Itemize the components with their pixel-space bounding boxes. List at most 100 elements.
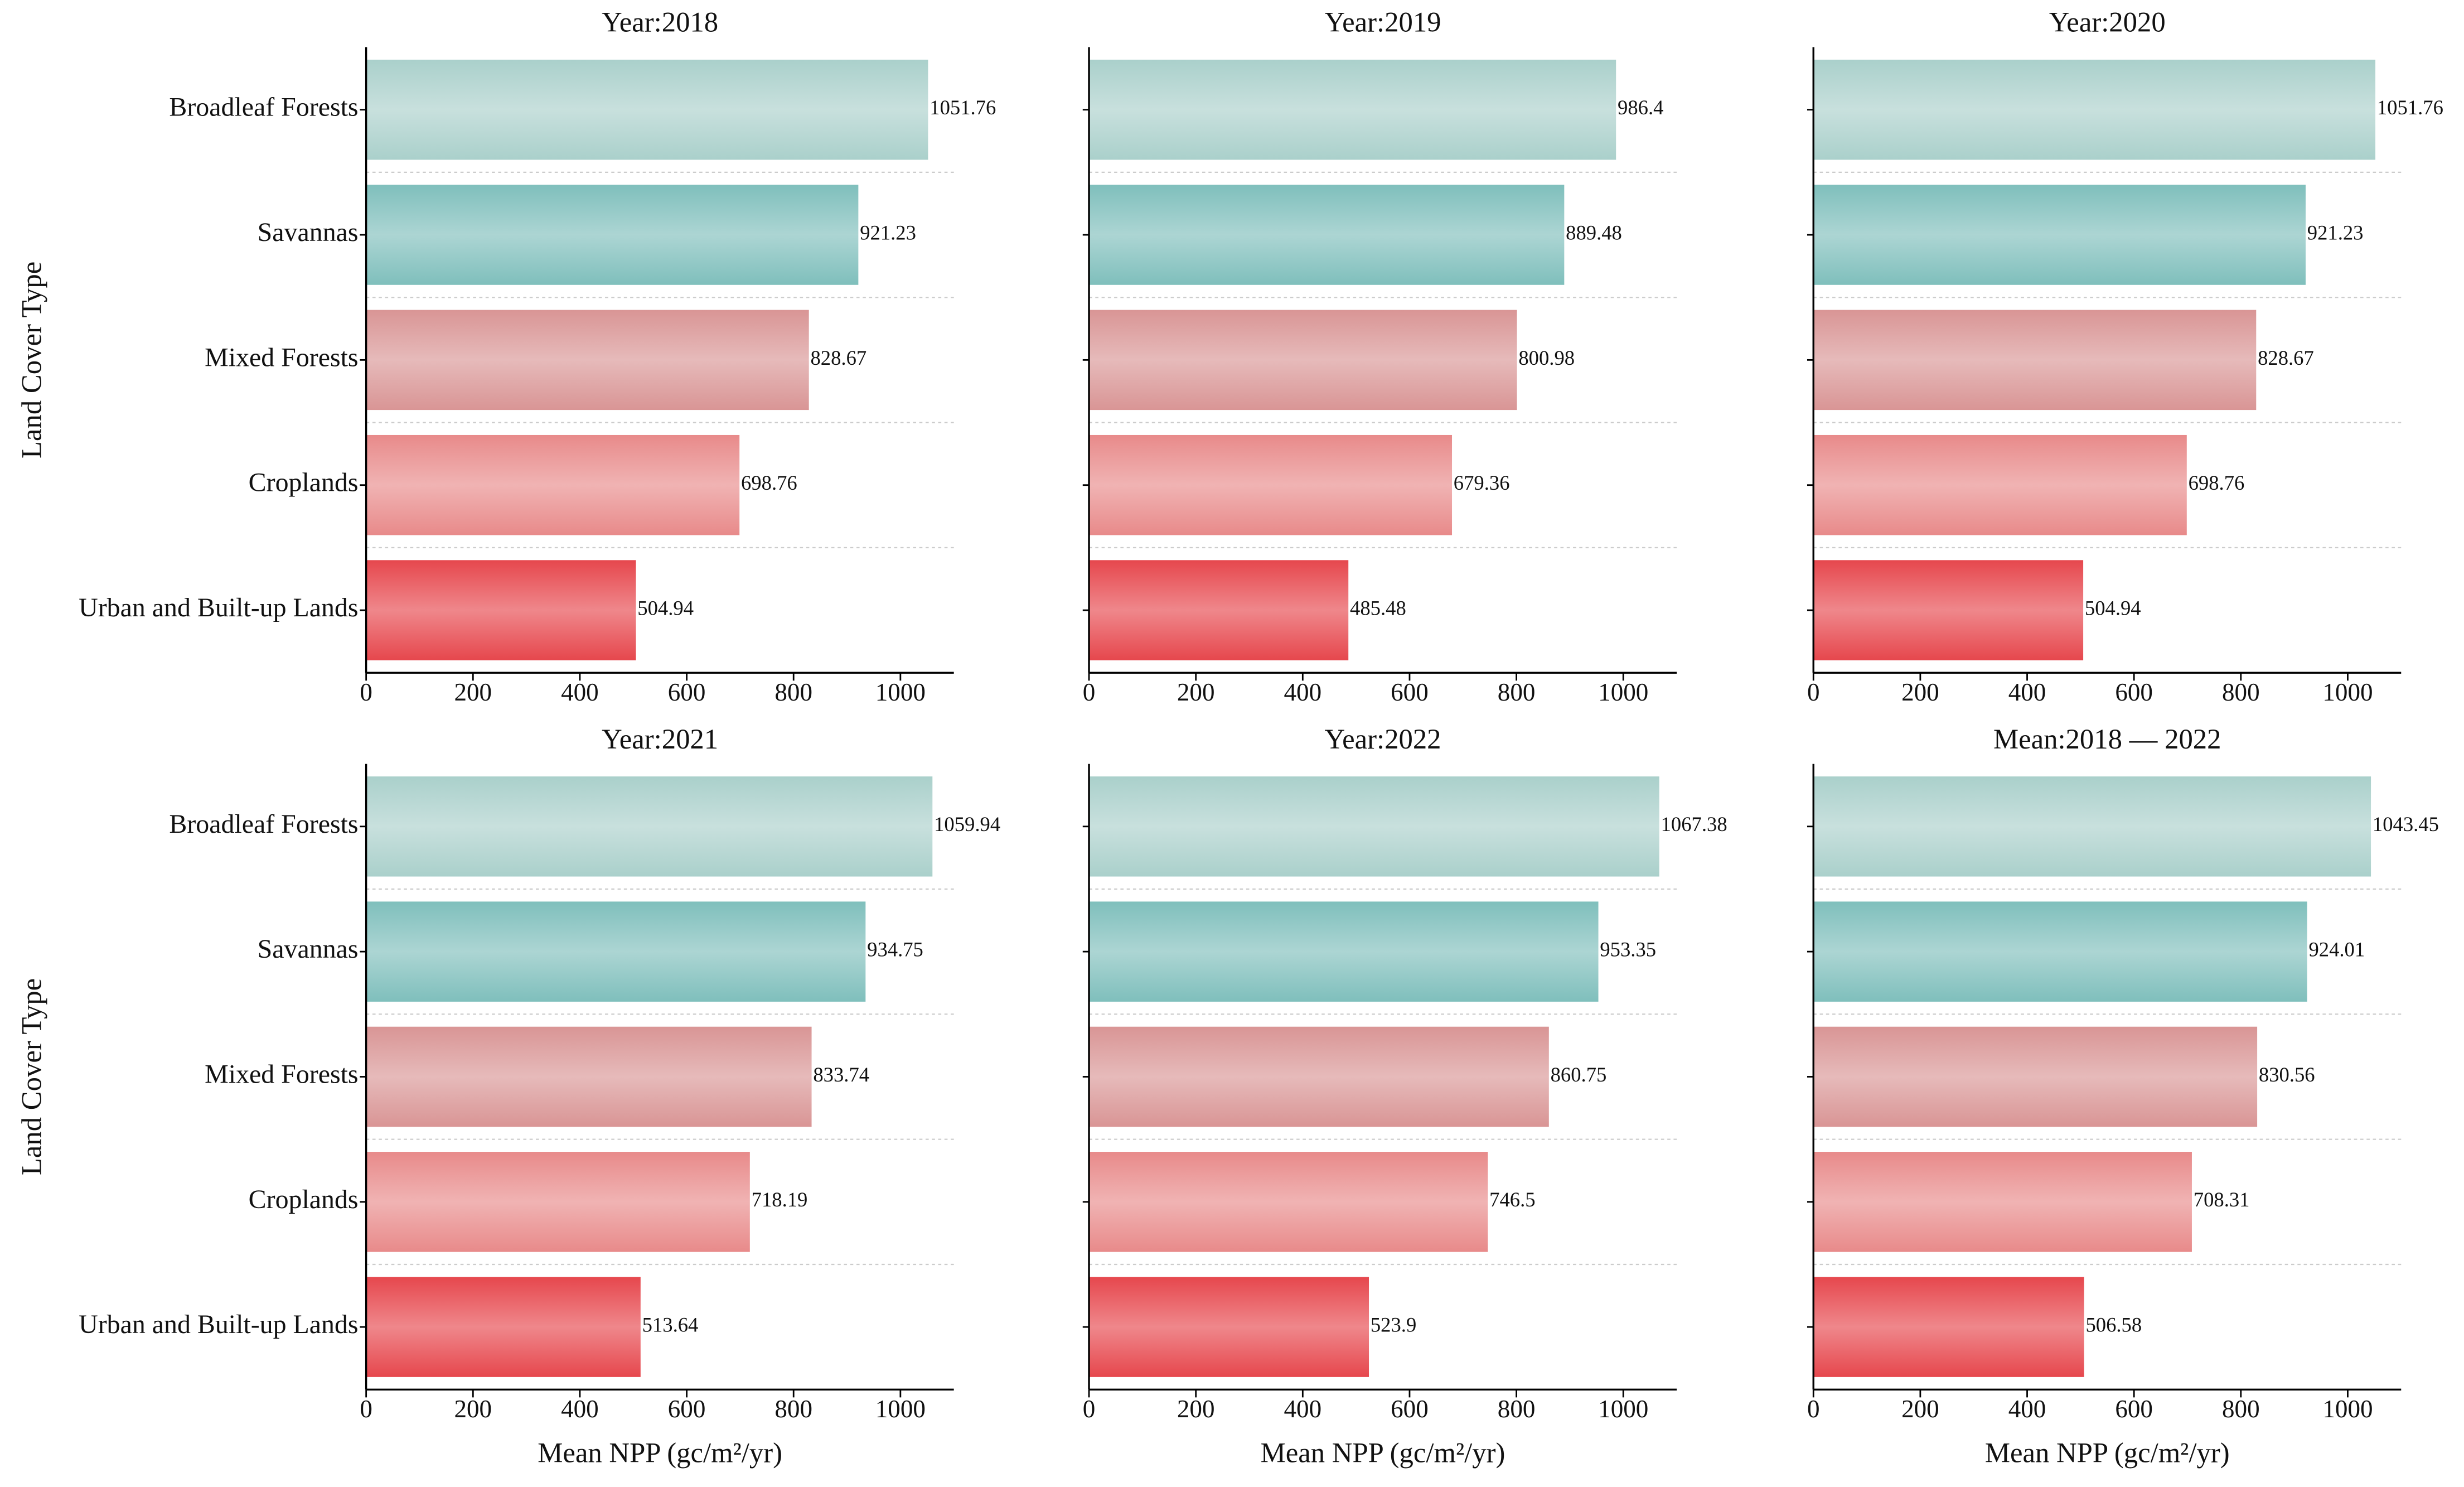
value-label: 830.56 <box>2259 1063 2315 1086</box>
x-tick-label: 1000 <box>1598 678 1648 706</box>
bar <box>366 560 636 660</box>
bar <box>366 185 859 285</box>
x-tick-label: 1000 <box>1598 1395 1648 1423</box>
x-tick-label: 0 <box>1807 1395 1820 1423</box>
bar <box>366 1026 812 1127</box>
value-label: 889.48 <box>1566 221 1622 244</box>
bar <box>366 310 809 411</box>
category-label: Croplands <box>249 468 359 498</box>
y-axis-label: Land Cover Type <box>16 262 47 458</box>
x-tick-label: 400 <box>1284 1395 1322 1423</box>
bar <box>1813 434 2187 535</box>
chart-title: Year:2018 <box>602 7 718 38</box>
x-tick-label: 1000 <box>2322 678 2373 706</box>
x-tick-label: 800 <box>2222 678 2260 706</box>
bar <box>1089 901 1599 1002</box>
value-label: 1043.45 <box>2373 813 2439 836</box>
x-tick-label: 800 <box>774 678 812 706</box>
value-label: 1059.94 <box>934 813 1000 836</box>
x-tick-label: 1000 <box>875 678 926 706</box>
bar <box>1813 1152 2192 1252</box>
x-tick-label: 1000 <box>2322 1395 2373 1423</box>
chart-title: Year:2019 <box>1325 7 1441 38</box>
value-label: 698.76 <box>2189 471 2245 494</box>
value-label: 921.23 <box>860 221 916 244</box>
value-label: 828.67 <box>811 346 867 369</box>
x-tick-label: 400 <box>561 678 599 706</box>
value-label: 1051.76 <box>930 96 996 119</box>
x-tick-label: 0 <box>1083 1395 1096 1423</box>
bar <box>366 59 928 160</box>
x-tick-label: 800 <box>774 1395 812 1423</box>
category-label: Urban and Built-up Lands <box>79 1310 358 1339</box>
x-tick-label: 0 <box>360 678 372 706</box>
value-label: 924.01 <box>2308 938 2365 961</box>
value-label: 1067.38 <box>1661 813 1727 836</box>
x-tick-label: 400 <box>2008 1395 2046 1423</box>
x-tick-label: 0 <box>360 1395 372 1423</box>
bar <box>1813 560 2084 660</box>
bar <box>1089 1026 1549 1127</box>
x-tick-label: 200 <box>1901 1395 1939 1423</box>
x-tick-label: 1000 <box>875 1395 926 1423</box>
chart-title: Year:2022 <box>1325 723 1441 755</box>
category-label: Croplands <box>249 1185 359 1214</box>
value-label: 506.58 <box>2085 1314 2142 1336</box>
x-tick-label: 200 <box>1177 1395 1215 1423</box>
y-axis-label: Land Cover Type <box>16 978 47 1175</box>
x-tick-label: 600 <box>2115 1395 2153 1423</box>
chart-title: Year:2021 <box>602 723 718 755</box>
value-label: 708.31 <box>2194 1188 2250 1211</box>
x-tick-label: 200 <box>1901 678 1939 706</box>
bar <box>366 1152 750 1252</box>
value-label: 698.76 <box>741 471 797 494</box>
bar <box>1813 310 2257 411</box>
bar <box>1089 1152 1488 1252</box>
value-label: 828.67 <box>2258 346 2314 369</box>
bar <box>1813 59 2376 160</box>
x-axis-label: Mean NPP (gc/m²/yr) <box>538 1437 782 1468</box>
category-label: Urban and Built-up Lands <box>79 593 358 622</box>
value-label: 953.35 <box>1600 938 1656 961</box>
x-tick-label: 400 <box>2008 678 2046 706</box>
x-tick-label: 600 <box>2115 678 2153 706</box>
x-axis-label: Mean NPP (gc/m²/yr) <box>1261 1437 1505 1468</box>
bar <box>1813 1026 2258 1127</box>
bar <box>366 901 866 1002</box>
bar <box>1813 1277 2084 1377</box>
bar <box>366 776 933 877</box>
x-tick-label: 600 <box>1391 1395 1429 1423</box>
x-tick-label: 0 <box>1083 678 1096 706</box>
category-label: Mixed Forests <box>205 342 358 372</box>
value-label: 504.94 <box>637 596 694 619</box>
bar <box>1813 901 2307 1002</box>
value-label: 523.9 <box>1371 1314 1416 1336</box>
bar <box>1089 434 1453 535</box>
value-label: 718.19 <box>752 1188 808 1211</box>
category-label: Savannas <box>258 934 359 964</box>
bar <box>1089 185 1565 285</box>
bar <box>1813 185 2306 285</box>
value-label: 679.36 <box>1454 471 1510 494</box>
bar <box>1089 560 1349 660</box>
x-tick-label: 800 <box>2222 1395 2260 1423</box>
category-label: Broadleaf Forests <box>169 93 358 122</box>
x-tick-label: 600 <box>668 678 706 706</box>
x-tick-label: 200 <box>454 678 492 706</box>
bar <box>1089 59 1616 160</box>
x-tick-label: 400 <box>1284 678 1322 706</box>
x-tick-label: 400 <box>561 1395 599 1423</box>
x-tick-label: 0 <box>1807 678 1820 706</box>
x-tick-label: 600 <box>668 1395 706 1423</box>
value-label: 986.4 <box>1618 96 1663 119</box>
x-tick-label: 800 <box>1498 1395 1536 1423</box>
value-label: 504.94 <box>2085 596 2141 619</box>
chart-title: Year:2020 <box>2049 7 2166 38</box>
x-axis-label: Mean NPP (gc/m²/yr) <box>1985 1437 2230 1468</box>
value-label: 513.64 <box>642 1314 699 1336</box>
x-tick-label: 600 <box>1391 678 1429 706</box>
bar <box>366 1277 641 1377</box>
x-tick-label: 800 <box>1498 678 1536 706</box>
category-label: Savannas <box>258 218 359 247</box>
